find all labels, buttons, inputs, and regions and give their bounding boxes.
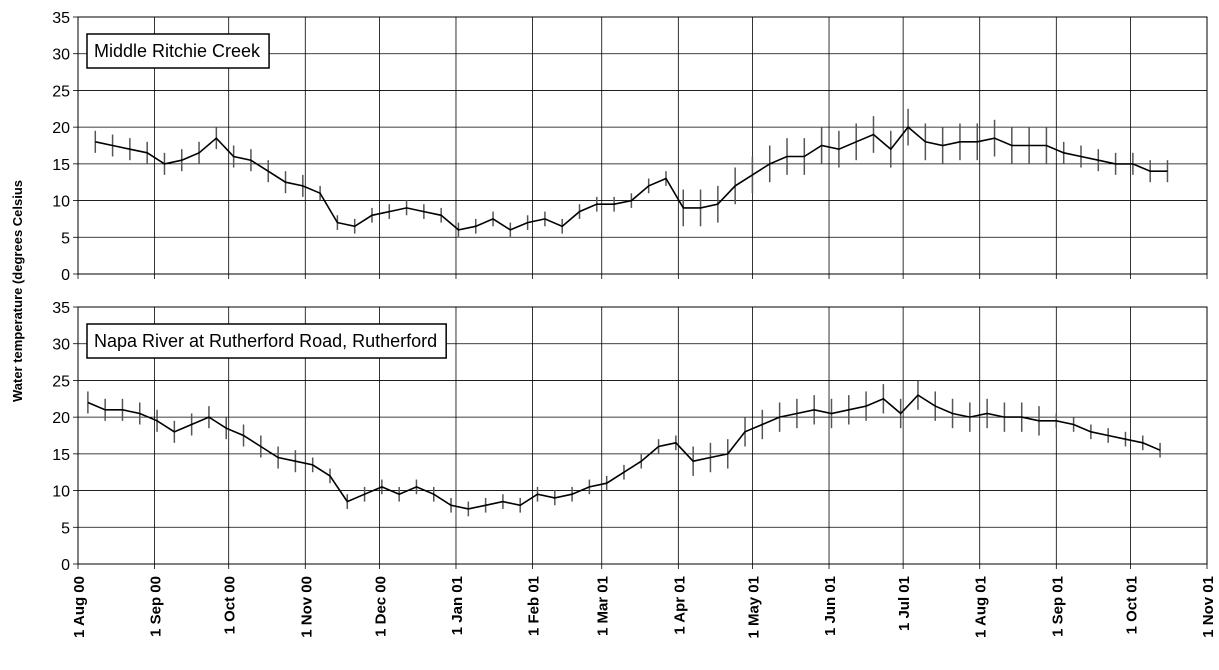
y-tick-label: 20	[52, 410, 70, 427]
x-tick-label: 1 May 01	[745, 576, 762, 639]
y-tick-label: 20	[52, 120, 70, 137]
y-tick-label: 25	[52, 373, 70, 390]
y-tick-label: 25	[52, 83, 70, 100]
y-tick-label: 10	[52, 194, 70, 211]
x-tick-label: 1 Aug 01	[973, 576, 990, 638]
y-tick-label: 30	[52, 47, 70, 64]
x-tick-label: 1 Nov 01	[1200, 576, 1217, 638]
y-tick-label: 35	[52, 300, 70, 317]
x-tick-label: 1 Oct 00	[222, 576, 239, 634]
plot-frame	[77, 306, 1208, 565]
panel-label-box	[86, 33, 270, 69]
x-tick-label: 1 Nov 00	[298, 576, 315, 638]
x-tick-label: 1 Feb 01	[526, 576, 543, 636]
x-tick-label: 1 Jan 01	[449, 576, 466, 635]
panel-label: Napa River at Rutherford Road, Rutherfor…	[86, 323, 447, 359]
x-tick-label: 1 Oct 01	[1123, 576, 1140, 634]
x-tick-label: 1 Jul 01	[896, 576, 913, 631]
y-tick-label: 0	[61, 267, 70, 284]
x-tick-label: 1 Apr 01	[671, 576, 688, 635]
x-tick-label: 1 Dec 00	[372, 576, 389, 637]
x-tick-label: 1 Jun 01	[822, 576, 839, 636]
y-tick-label: 30	[52, 337, 70, 354]
panel-label-box	[86, 323, 447, 359]
panel-label-text: Napa River at Rutherford Road, Rutherfor…	[94, 331, 437, 351]
y-axis-label: Water temperature (degrees Celsius	[10, 180, 25, 402]
temperature-line	[87, 394, 1161, 510]
y-tick-label: 5	[61, 520, 70, 537]
x-tick-label: 1 Sep 00	[148, 576, 165, 637]
y-tick-label: 15	[52, 157, 70, 174]
y-tick-label: 0	[61, 557, 70, 574]
temperature-line	[95, 125, 1168, 231]
x-tick-label: 1 Mar 01	[595, 576, 612, 636]
plot-frame	[77, 16, 1208, 275]
y-tick-label: 15	[52, 447, 70, 464]
panel-label-text: Middle Ritchie Creek	[94, 41, 261, 61]
y-tick-label: 35	[52, 10, 70, 27]
x-tick-label: 1 Aug 00	[71, 576, 88, 638]
x-tick-label: 1 Sep 01	[1049, 576, 1066, 637]
panel-label: Middle Ritchie Creek	[86, 33, 270, 69]
y-tick-label: 10	[52, 484, 70, 501]
y-tick-label: 5	[61, 230, 70, 247]
